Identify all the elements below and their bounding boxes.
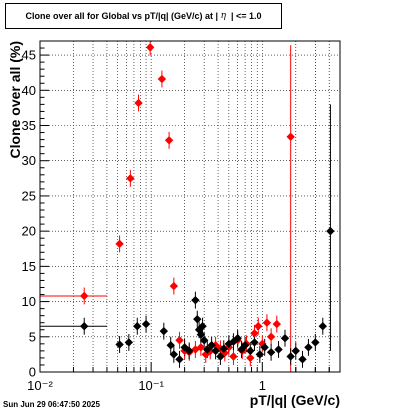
data-point: [318, 322, 327, 331]
data-point: [124, 338, 134, 347]
data-point: [280, 333, 290, 343]
title-suffix: | <= 1.0: [230, 11, 262, 21]
y-tick-label: 30: [22, 153, 36, 168]
data-point: [229, 352, 238, 361]
data-point: [274, 345, 283, 354]
data-point: [266, 348, 276, 357]
y-tick-label: 0: [29, 365, 36, 380]
y-axis-title: Clone over all (%): [7, 41, 23, 158]
y-tick-label: 25: [22, 188, 36, 203]
red-error-bars: [40, 41, 292, 372]
y-tick-label: 20: [22, 224, 36, 239]
data-point: [164, 136, 174, 145]
data-point: [185, 346, 194, 356]
data-point: [266, 332, 276, 341]
data-point: [169, 350, 179, 359]
data-point: [286, 352, 295, 361]
y-tick-label: 35: [22, 118, 36, 133]
y-tick-label: 45: [22, 48, 36, 63]
data-point: [219, 344, 228, 353]
grid: [40, 41, 340, 372]
data-point: [326, 226, 335, 236]
title-box: Clone over all for Global vs pT/|q| (GeV…: [5, 3, 282, 29]
data-point: [211, 346, 220, 356]
data-point: [134, 98, 143, 108]
data-point: [145, 43, 155, 52]
data-point: [207, 341, 216, 350]
data-point: [115, 340, 124, 349]
data-point: [80, 291, 89, 301]
y-tick-label: 5: [29, 329, 36, 344]
data-point: [262, 318, 272, 327]
title-eta: η: [220, 11, 226, 21]
data-point: [255, 350, 265, 359]
y-tick-label: 40: [22, 83, 36, 98]
plot-frame: [39, 40, 341, 373]
data-point: [157, 74, 167, 84]
data-point: [272, 319, 281, 329]
series-black: [80, 226, 335, 364]
x-tick-label: 10⁻¹: [138, 378, 164, 393]
data-point: [240, 341, 250, 350]
data-point: [250, 338, 259, 347]
series-red: [80, 43, 295, 363]
data-point: [233, 333, 242, 343]
x-tick-label: 1: [259, 378, 266, 393]
data-point: [126, 174, 135, 183]
data-point: [199, 336, 209, 345]
data-point: [159, 326, 169, 336]
data-point: [166, 341, 175, 350]
data-point: [169, 281, 179, 291]
x-axis-title: pT/|q| (GeV/c): [250, 392, 340, 408]
y-tick-label: 10: [22, 294, 36, 309]
data-point: [260, 343, 269, 352]
data-point: [203, 345, 212, 354]
data-point: [291, 346, 300, 356]
data-point: [311, 338, 320, 347]
data-point: [298, 355, 307, 364]
data-point: [198, 322, 207, 331]
data-point: [141, 319, 151, 329]
chart-title: Clone over all for Global vs pT/|q| (GeV…: [6, 4, 281, 28]
data-point: [216, 352, 225, 361]
data-point: [115, 239, 124, 249]
data-point: [304, 343, 313, 352]
data-point: [196, 343, 206, 352]
data-point: [175, 355, 184, 364]
data-point: [193, 314, 202, 324]
data-point: [246, 353, 255, 363]
data-point: [246, 346, 255, 356]
data-point: [196, 330, 206, 339]
y-tick-label: 15: [22, 259, 36, 274]
data-point: [133, 322, 142, 331]
x-tick-label: 10⁻²: [27, 378, 53, 393]
data-point: [80, 322, 89, 331]
timestamp-footer: Sun Jun 29 06:47:50 2025: [3, 400, 100, 409]
data-point: [191, 295, 200, 305]
data-point: [250, 329, 259, 338]
data-point: [286, 132, 295, 141]
data-point: [175, 336, 184, 345]
data-point: [237, 345, 246, 354]
title-prefix: Clone over all for Global vs pT/|q| (GeV…: [25, 11, 219, 21]
data-point: [254, 322, 263, 331]
